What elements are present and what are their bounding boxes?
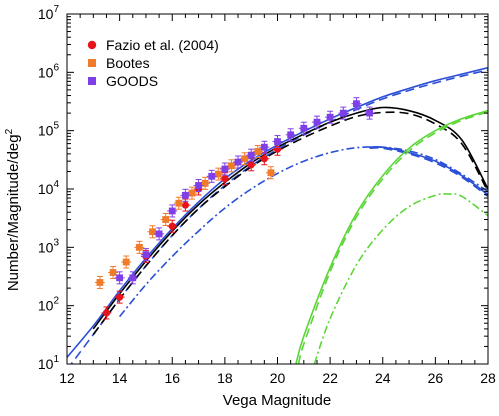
goods-point	[247, 151, 255, 159]
bootes-point	[122, 258, 130, 266]
goods-point	[300, 124, 308, 132]
fazio-et-al-2004-point	[168, 222, 176, 230]
model-line-4	[118, 146, 488, 318]
y-tick-label: 102	[38, 296, 60, 314]
goods-point	[339, 109, 347, 117]
legend-label: Fazio et al. (2004)	[106, 37, 219, 53]
y-axis-title: Number/Magnitude/deg2	[4, 128, 22, 291]
bootes-point	[214, 170, 222, 178]
fazio-et-al-2004-point	[181, 201, 190, 209]
x-tick-label: 22	[322, 370, 338, 386]
model-line-5	[369, 146, 488, 196]
model-line-6	[369, 147, 488, 197]
y-tick-label: 107	[38, 4, 60, 22]
model-line-8	[297, 111, 488, 364]
bootes-point	[201, 179, 209, 187]
x-tick-label: 28	[480, 370, 496, 386]
legend-marker	[87, 40, 97, 50]
bootes-point	[149, 228, 156, 236]
fazio-et-al-2004-point	[221, 175, 229, 183]
fazio-et-al-2004-point	[102, 309, 111, 317]
goods-point	[313, 118, 321, 126]
goods-point	[234, 158, 242, 166]
y-tick-label: 104	[38, 179, 60, 197]
goods-point	[155, 230, 163, 238]
x-tick-label: 26	[428, 370, 444, 386]
y-tick-label: 106	[38, 62, 60, 80]
fazio-et-al-2004-point	[247, 161, 255, 169]
goods-point	[195, 182, 202, 189]
goods-point	[353, 100, 360, 108]
bootes-point	[162, 216, 170, 223]
fazio-et-al-2004-point	[116, 293, 124, 301]
model-line-0	[67, 66, 488, 358]
fazio-et-al-2004-point	[260, 155, 268, 163]
goods-point	[116, 274, 124, 282]
model-line-7	[295, 109, 488, 364]
bootes-point	[135, 243, 143, 251]
goods-point	[274, 138, 281, 145]
goods-point	[129, 274, 137, 282]
x-tick-label: 20	[270, 370, 286, 386]
x-tick-label: 16	[164, 370, 180, 386]
goods-point	[221, 165, 229, 173]
goods-point	[366, 109, 373, 117]
x-axis: 12 14 16 18 20 22 24 26 28	[59, 14, 496, 386]
model-line-3	[92, 111, 488, 335]
goods-point	[182, 191, 189, 199]
y-tick-label: 101	[38, 354, 60, 372]
goods-point	[168, 207, 176, 215]
legend-label: GOODS	[106, 73, 158, 89]
legend-marker	[88, 77, 96, 85]
goods-point	[260, 143, 268, 151]
y-axis: 101 102 103 104 105 106 107	[38, 4, 488, 372]
goods-point	[326, 113, 334, 121]
bootes-point	[96, 279, 104, 286]
x-tick-label: 14	[112, 370, 128, 386]
goods-point	[287, 131, 295, 139]
bootes-point	[228, 162, 235, 170]
model-line-9	[313, 193, 488, 364]
plot-points	[94, 97, 375, 320]
bootes-point	[254, 148, 262, 155]
legend: Fazio et al. (2004) Bootes GOODS	[87, 37, 219, 89]
x-tick-label: 12	[59, 370, 75, 386]
goods-point	[208, 172, 216, 180]
y-axis-title-superscript: 2	[4, 128, 15, 134]
legend-label: Bootes	[106, 55, 150, 71]
bootes-point	[188, 189, 196, 197]
plot-lines	[67, 66, 488, 364]
bootes-point	[109, 269, 117, 276]
y-axis-title-text: Number/Magnitude/deg	[5, 134, 22, 291]
bootes-point	[175, 199, 183, 207]
y-tick-label: 105	[38, 121, 60, 139]
goods-point	[142, 251, 150, 259]
x-tick-label: 18	[217, 370, 233, 386]
legend-marker	[88, 59, 96, 67]
bootes-point	[241, 155, 249, 163]
x-axis-title: Vega Magnitude	[223, 392, 331, 409]
x-tick-label: 24	[375, 370, 391, 386]
bootes-point	[267, 169, 275, 177]
y-tick-label: 103	[38, 237, 60, 255]
